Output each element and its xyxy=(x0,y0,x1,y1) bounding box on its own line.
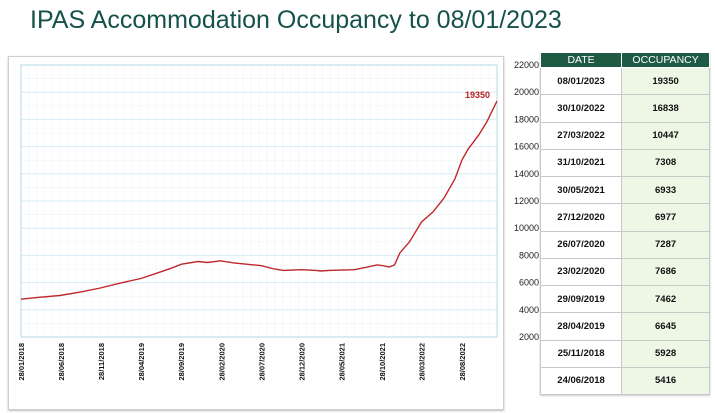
occupancy-cell: 7462 xyxy=(621,284,710,314)
occupancy-table-wrap: DATE OCCUPANCY 08/01/2023 19350 30/10/202… xyxy=(539,52,710,396)
date-cell: 30/10/2022 xyxy=(539,94,623,123)
occupancy-cell: 16838 xyxy=(621,94,710,123)
date-cell: 30/05/2021 xyxy=(539,175,623,205)
table-row: 26/07/2020 7287 xyxy=(539,230,710,259)
y-tick-label: 10000 xyxy=(514,223,539,233)
y-tick-label: 12000 xyxy=(514,196,539,206)
y-tick-label: 6000 xyxy=(519,278,539,288)
occupancy-series-line xyxy=(20,100,498,300)
y-tick-label: 16000 xyxy=(514,142,539,152)
date-cell: 26/07/2020 xyxy=(539,230,623,259)
date-cell: 31/10/2021 xyxy=(539,148,623,178)
data-label-latest: 19350 xyxy=(465,90,490,100)
y-tick-label: 4000 xyxy=(519,305,539,315)
date-cell: 08/01/2023 xyxy=(539,66,623,96)
table-row: 24/06/2018 5416 xyxy=(539,366,710,396)
x-tick-label: 28/06/2018 xyxy=(57,343,66,381)
occupancy-cell: 7308 xyxy=(621,148,710,178)
occupancy-cell: 7287 xyxy=(621,230,710,259)
y-tick-label: 22000 xyxy=(514,60,539,70)
date-cell: 27/12/2020 xyxy=(539,203,623,232)
occupancy-table: DATE OCCUPANCY 08/01/2023 19350 30/10/202… xyxy=(539,52,710,396)
plot-area-border xyxy=(20,64,498,338)
date-cell: 29/09/2019 xyxy=(539,284,623,314)
date-cell: 28/04/2019 xyxy=(539,312,623,341)
occupancy-cell: 19350 xyxy=(621,66,710,96)
occupancy-cell: 5928 xyxy=(621,339,710,368)
date-column-header: DATE xyxy=(539,52,623,68)
occupancy-cell: 10447 xyxy=(621,121,710,150)
y-tick-label: 20000 xyxy=(514,87,539,97)
date-cell: 25/11/2018 xyxy=(539,339,623,368)
x-tick-label: 28/01/2018 xyxy=(17,343,26,381)
table-header-row: DATE OCCUPANCY xyxy=(539,52,710,68)
occupancy-cell: 6645 xyxy=(621,312,710,341)
occupancy-column-header: OCCUPANCY xyxy=(621,52,710,68)
x-tick-label: 28/05/2021 xyxy=(338,343,347,381)
table-row: 31/10/2021 7308 xyxy=(539,148,710,178)
occupancy-line-chart: 19350 22000 20000 18000 16000 14000 12000 10000… xyxy=(17,60,539,381)
table-row: 08/01/2023 19350 xyxy=(539,66,710,96)
y-tick-label: 14000 xyxy=(514,169,539,179)
table-row: 30/05/2021 6933 xyxy=(539,175,710,205)
y-tick-label: 18000 xyxy=(514,114,539,124)
y-tick-label: 8000 xyxy=(519,250,539,260)
x-tick-label: 28/09/2019 xyxy=(177,343,186,381)
x-tick-label: 28/04/2019 xyxy=(137,343,146,381)
x-tick-label: 28/10/2021 xyxy=(378,343,387,381)
x-tick-label: 28/12/2020 xyxy=(298,343,307,381)
occupancy-cell: 6933 xyxy=(621,175,710,205)
page-title: IPAS Accommodation Occupancy to 08/01/20… xyxy=(30,6,562,34)
table-row: 28/04/2019 6645 xyxy=(539,312,710,341)
occupancy-cell: 5416 xyxy=(621,366,710,396)
date-cell: 24/06/2018 xyxy=(539,366,623,396)
y-tick-label: 2000 xyxy=(519,332,539,342)
x-tick-label: 28/11/2018 xyxy=(97,343,106,380)
occupancy-cell: 7686 xyxy=(621,257,710,287)
table-row: 27/03/2022 10447 xyxy=(539,121,710,150)
x-tick-label: 28/03/2022 xyxy=(418,343,427,381)
x-tick-label: 28/07/2020 xyxy=(257,343,266,381)
x-tick-label: 28/08/2022 xyxy=(458,343,467,381)
x-tick-label: 28/02/2020 xyxy=(218,343,227,381)
table-row: 30/10/2022 16838 xyxy=(539,94,710,123)
table-row: 29/09/2019 7462 xyxy=(539,284,710,314)
table-row: 23/02/2020 7686 xyxy=(539,257,710,287)
chart-panel: 19350 22000 20000 18000 16000 14000 12000 10000… xyxy=(8,56,539,410)
date-cell: 23/02/2020 xyxy=(539,257,623,287)
occupancy-cell: 6977 xyxy=(621,203,710,232)
table-row: 25/11/2018 5928 xyxy=(539,339,710,368)
table-row: 27/12/2020 6977 xyxy=(539,203,710,232)
date-cell: 27/03/2022 xyxy=(539,121,623,150)
